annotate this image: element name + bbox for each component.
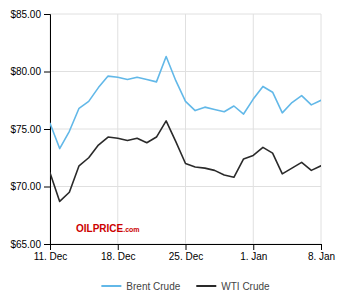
tick-mark (44, 129, 50, 130)
tick: $75.00 (10, 124, 50, 135)
tick-mark (186, 244, 187, 250)
annotation: OILPRICE (76, 223, 124, 234)
grid (50, 14, 321, 244)
tick: $85.00 (10, 9, 50, 20)
axis-line (51, 245, 322, 251)
legend-swatch (101, 285, 121, 287)
tick: 8. Jan (308, 244, 335, 262)
plot: 11. Dec18. Dec25. Dec1. Jan8. Jan$65.00$… (10, 9, 335, 262)
axis-line (44, 15, 51, 245)
grid-line (253, 14, 254, 244)
legend-item: Brent Crude (101, 281, 180, 292)
tick-label: 11. Dec (34, 251, 68, 262)
tick-mark (44, 187, 50, 188)
tick-mark (44, 244, 50, 245)
tick-label: 1. Jan (240, 251, 267, 262)
tick-mark (118, 244, 119, 250)
tick-label: 8. Jan (308, 251, 335, 262)
grid-line (321, 14, 322, 244)
tick-label: $70.00 (10, 181, 41, 192)
tick-label: 25. Dec (169, 251, 203, 262)
legend-item: WTI Crude (196, 281, 270, 292)
tick: 1. Jan (240, 244, 267, 262)
tick: $65.00 (10, 239, 50, 250)
watermark: OILPRICE.com (76, 223, 140, 234)
legend: Brent Crude WTI Crude (101, 281, 270, 292)
tick-label: $75.00 (10, 124, 41, 135)
tick-label: $65.00 (10, 239, 41, 250)
tick-mark (321, 244, 322, 250)
tick: $80.00 (10, 66, 50, 77)
grid-line (117, 14, 118, 244)
x-axis: 11. Dec 18. Dec 25. Dec 1. Jan 8. Jan (34, 244, 335, 262)
y-axis: $65.00 $70.00 $75.00 $80.00 $85.00 (10, 9, 50, 250)
tick: $70.00 (10, 181, 50, 192)
grid-line (185, 14, 186, 244)
tick-mark (44, 14, 50, 15)
tick: 25. Dec (169, 244, 203, 262)
tick-label: 18. Dec (101, 251, 135, 262)
tick-label: $80.00 (10, 66, 41, 77)
tick-mark (253, 244, 254, 250)
chart: 11. Dec18. Dec25. Dec1. Jan8. Jan$65.00$… (0, 0, 341, 300)
legend-label: WTI Crude (221, 281, 270, 292)
tick-mark (44, 72, 50, 73)
lines (50, 57, 321, 202)
tick: 18. Dec (101, 244, 135, 262)
series-line (50, 57, 321, 149)
legend-swatch (196, 285, 216, 287)
tick-label: $85.00 (10, 9, 41, 20)
series-line (50, 121, 321, 202)
annotation: .com (123, 226, 139, 233)
legend-label: Brent Crude (126, 281, 180, 292)
